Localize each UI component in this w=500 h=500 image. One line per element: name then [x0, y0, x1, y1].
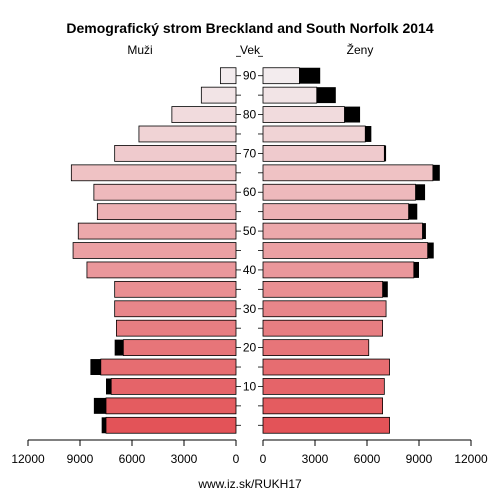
female-excess-75-79 — [365, 126, 372, 142]
female-bar-0-4 — [262, 416, 390, 434]
female-bar-60-64 — [262, 183, 416, 201]
female-excess-45-49 — [427, 242, 434, 259]
female-bar-65-69 — [262, 164, 434, 182]
male-bar-40-44 — [86, 261, 237, 279]
x-tick-label-right: 12000 — [454, 452, 488, 466]
female-bar-30-34 — [262, 300, 387, 318]
chart-title: Demografický strom Breckland and South N… — [66, 20, 433, 36]
x-tick-label-right: 0 — [260, 452, 267, 466]
female-bar-70-74 — [262, 145, 385, 162]
footer-url: www.iz.sk/RUKH17 — [197, 477, 302, 491]
female-bar-75-79 — [262, 125, 366, 143]
bars-layer — [70, 67, 440, 434]
female-bar-35-39 — [262, 280, 383, 298]
female-excess-90+ — [299, 67, 321, 84]
left-side-label: Muži — [127, 43, 152, 57]
x-tick-label-right: 9000 — [406, 452, 433, 466]
male-bar-15-19 — [100, 358, 237, 376]
age-tick-label: 20 — [243, 341, 257, 355]
age-tick-label: 10 — [243, 379, 257, 393]
male-bar-45-49 — [72, 242, 237, 259]
female-bar-10-14 — [262, 378, 385, 395]
age-tick-label: 70 — [243, 146, 257, 160]
male-bar-30-34 — [114, 300, 237, 318]
female-bar-45-49 — [262, 242, 429, 259]
female-excess-70-74 — [384, 145, 387, 162]
age-tick-label: 90 — [243, 69, 257, 83]
female-bar-85-89 — [262, 86, 318, 104]
female-excess-60-64 — [415, 184, 426, 201]
age-tick-label: 60 — [243, 185, 257, 199]
female-bar-80-84 — [262, 106, 345, 123]
x-tick-label-left: 9000 — [67, 452, 94, 466]
female-bar-25-29 — [262, 319, 383, 337]
x-tick-label-left: 3000 — [171, 452, 198, 466]
female-excess-50-54 — [422, 223, 426, 240]
male-bar-25-29 — [116, 319, 237, 337]
axes-layer: 10 20 30 40 50 60 70 80 90 12000 9000 6000 3000 0 0 300… — [11, 55, 488, 466]
male-bar-60-64 — [93, 183, 237, 201]
male-excess-5-9 — [93, 397, 106, 414]
female-bar-5-9 — [262, 397, 383, 415]
male-excess-15-19 — [90, 359, 101, 375]
female-bar-55-59 — [262, 203, 410, 221]
x-tick-label-right: 3000 — [302, 452, 329, 466]
right-side-label: Ženy — [347, 42, 374, 57]
male-bar-70-74 — [114, 145, 237, 162]
male-bar-50-54 — [77, 222, 237, 240]
female-bar-20-24 — [262, 339, 370, 356]
male-bar-85-89 — [200, 86, 237, 104]
male-bar-0-4 — [105, 416, 237, 434]
age-tick-label: 50 — [243, 224, 257, 238]
age-tick-label: 40 — [243, 263, 257, 277]
female-bar-15-19 — [262, 358, 390, 376]
male-excess-10-14 — [106, 378, 112, 395]
male-bar-5-9 — [105, 397, 237, 415]
male-bar-20-24 — [122, 339, 237, 356]
female-excess-55-59 — [408, 203, 418, 220]
male-bar-35-39 — [114, 280, 237, 298]
female-excess-35-39 — [382, 281, 388, 298]
male-excess-0-4 — [101, 417, 106, 434]
x-tick-label-left: 12000 — [11, 452, 45, 466]
female-excess-40-44 — [413, 261, 419, 278]
x-tick-label-right: 6000 — [354, 452, 381, 466]
female-excess-65-69 — [432, 164, 440, 181]
male-bar-80-84 — [171, 106, 237, 123]
x-tick-label-left: 6000 — [119, 452, 146, 466]
female-excess-85-89 — [316, 87, 336, 104]
x-tick-label-left: 0 — [233, 452, 240, 466]
female-bar-40-44 — [262, 261, 415, 279]
age-tick-label: 80 — [243, 108, 257, 122]
center-axis-label: Vek — [240, 43, 261, 57]
male-bar-65-69 — [70, 164, 237, 182]
male-bar-55-59 — [96, 203, 237, 221]
male-bar-90+ — [219, 67, 237, 85]
female-excess-80-84 — [344, 106, 361, 123]
male-bar-75-79 — [138, 125, 237, 143]
female-bar-50-54 — [262, 222, 423, 240]
age-tick-label: 30 — [243, 302, 257, 316]
male-bar-10-14 — [110, 378, 237, 395]
female-bar-90+ — [262, 67, 300, 85]
male-excess-20-24 — [114, 339, 124, 356]
